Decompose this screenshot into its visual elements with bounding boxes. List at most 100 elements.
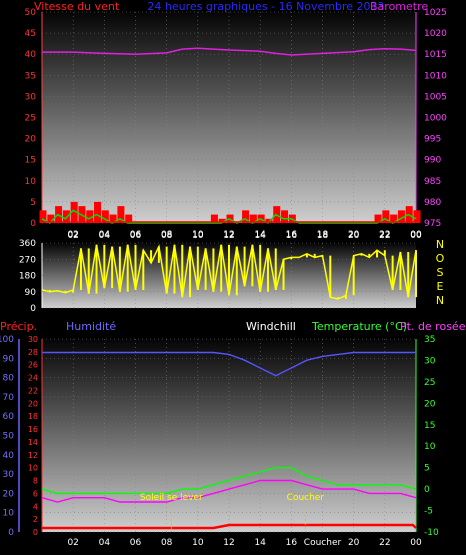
humidity-tick-label: 40 <box>3 451 15 461</box>
temperature-series <box>41 351 417 530</box>
direction-tick-labels: 0 90 180 270 360 <box>19 239 36 314</box>
x-tick-label: 06 <box>130 538 142 548</box>
barometer-tick-labels: 975 980 985 990 995 1000 1005 1010 1015 1020 1025 <box>424 8 447 229</box>
x-tick-label: 00 <box>410 230 422 240</box>
x-tick-label: 22 <box>379 230 390 240</box>
direction-tick-label: 270 <box>19 255 36 265</box>
humidity-tick-label: 60 <box>3 412 15 422</box>
x-tick-label: 06 <box>130 231 142 241</box>
dewpoint-axis-title: Pt. de rosée <box>400 320 466 333</box>
x-tick-label: 10 <box>192 538 204 548</box>
humidity-tick-label: 30 <box>3 470 15 480</box>
precip-tick-label: 18 <box>28 412 38 421</box>
precip-tick-label: 6 <box>33 489 38 498</box>
temperature-humidity-panel: 0102030405060708090100 02468101214161820… <box>0 320 466 548</box>
precip-tick-label: 22 <box>28 386 38 395</box>
x-tick-label: 10 <box>192 231 204 241</box>
humidity-tick-label: 0 <box>8 528 14 538</box>
wind-series <box>39 47 421 224</box>
gust-bar <box>86 210 94 223</box>
temperature-tick-label: 10 <box>424 442 436 452</box>
temperature-tick-label: 0 <box>424 485 430 495</box>
x-tick-label: 02 <box>67 538 78 548</box>
x-tick-label: 02 <box>67 231 78 241</box>
humidity-tick-label: 80 <box>3 374 15 384</box>
series-temp <box>41 467 417 495</box>
sunrise-label: Soleil se lever <box>140 493 203 503</box>
gust-bar <box>117 206 125 223</box>
barometer-tick-label: 1020 <box>424 29 447 39</box>
x-tick-label: 16 <box>286 231 298 241</box>
x-tick-label: 20 <box>348 231 360 241</box>
barometer-tick-label: 1010 <box>424 71 447 81</box>
series-vent-moyen <box>41 209 417 224</box>
humidity-tick-label: 100 <box>0 335 14 345</box>
direction-tick-label: 360 <box>19 239 36 249</box>
x-tick-label: Coucher <box>304 538 342 548</box>
wind-tick-label: 40 <box>25 50 37 60</box>
gust-bar <box>70 201 78 223</box>
gust-bar <box>249 214 257 223</box>
barometer-tick-label: 985 <box>424 177 441 187</box>
gust-bar <box>242 210 250 223</box>
gust-bar <box>382 210 390 223</box>
series-temp <box>41 479 417 503</box>
precip-tick-label: 2 <box>33 515 38 524</box>
x-tick-label: 02 <box>67 230 78 240</box>
humidity-tick-label: 70 <box>3 393 15 403</box>
humidity-tick-labels: 0 10 20 30 40 50 60 70 80 90 100 <box>0 335 14 538</box>
temperature-axis-title: Temperature (°C) <box>311 320 407 333</box>
precip-tick-label: 16 <box>28 425 38 434</box>
series-precip <box>42 523 417 530</box>
temperature-tick-label: 5 <box>424 464 430 474</box>
wind-tick-label: 25 <box>25 114 36 124</box>
wind-tick-label: 20 <box>25 135 37 145</box>
x-tick-label: 18 <box>317 230 329 240</box>
direction-tick-label: 180 <box>19 272 36 282</box>
direction-line <box>41 244 417 300</box>
x-tick-label: 04 <box>99 230 111 240</box>
precip-tick-label: 4 <box>33 502 38 511</box>
wind-tick-label: 45 <box>25 29 36 39</box>
x-tick-label: 14 <box>254 231 266 241</box>
chart-title: 24 heures graphiques - 16 Novembre 2013 <box>147 0 384 13</box>
x-tick-label: 22 <box>379 231 390 241</box>
temperature-tick-label: -5 <box>424 507 433 517</box>
x-tick-label: 10 <box>192 230 204 240</box>
humidity-tick-label: 20 <box>3 489 15 499</box>
x-tick-label: 06 <box>130 230 142 240</box>
humidity-axis-title: Humidité <box>66 320 116 333</box>
x-tick-label: 00 <box>410 538 422 548</box>
gust-bar <box>413 210 421 223</box>
precip-tick-label: 26 <box>28 361 38 370</box>
barometer-tick-label: 990 <box>424 156 441 166</box>
gust-bar <box>39 210 47 223</box>
wind-tick-label: 30 <box>25 92 37 102</box>
x-tick-label: 04 <box>99 231 111 241</box>
x-tick-label: 14 <box>254 230 266 240</box>
barometer-tick-label: 1015 <box>424 50 447 60</box>
barometer-tick-label: 1005 <box>424 92 447 102</box>
x-tick-label: 04 <box>99 538 111 548</box>
windchill-label: Windchill <box>246 320 296 333</box>
plot-area-wind <box>42 12 416 223</box>
x-tick-label: 12 <box>223 231 234 241</box>
humidity-tick-label: 10 <box>3 509 15 519</box>
x-tick-label: 20 <box>348 230 360 240</box>
x-tick-label: 22 <box>379 538 390 548</box>
barometer-tick-label: 1000 <box>424 114 447 124</box>
x-tick-label: 08 <box>161 231 173 241</box>
gust-bar <box>101 210 109 223</box>
x-tick-label: 16 <box>286 538 298 548</box>
direction-x-tick-labels: 02 04 06 08 10 12 14 16 18 20 22 00 <box>67 231 422 241</box>
temperature-grid <box>42 338 416 533</box>
precip-tick-label: 24 <box>28 374 38 383</box>
x-tick-label: 20 <box>348 538 360 548</box>
precip-tick-label: 14 <box>28 438 38 447</box>
gust-bar <box>125 214 133 223</box>
x-tick-label: 18 <box>317 231 329 241</box>
barometer-axis-title: Barometre <box>370 0 428 13</box>
